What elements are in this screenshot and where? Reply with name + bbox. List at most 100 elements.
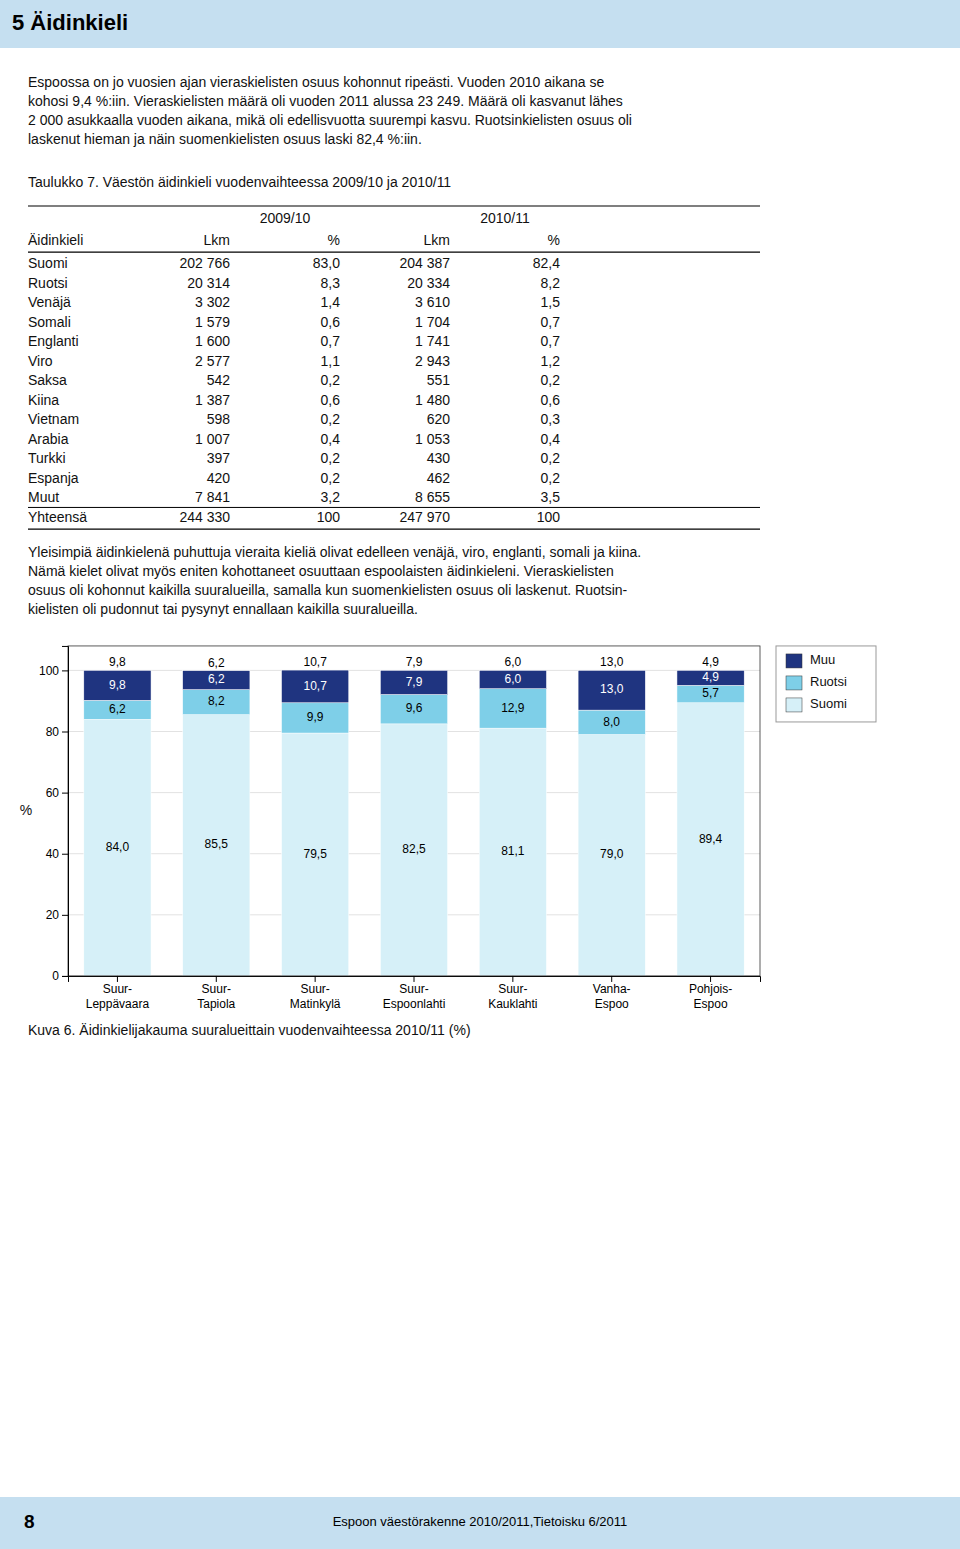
paragraph-line: 2 000 asukkaalla vuoden aikana, mikä oli… (28, 112, 632, 128)
bar (84, 670, 151, 700)
y-axis: 020406080100 (39, 646, 69, 983)
data-label: 10,7 (303, 679, 327, 693)
bar (479, 728, 546, 976)
table-cell: 620 (427, 411, 451, 427)
table-year-header: 2009/10 (260, 210, 311, 226)
table-header: Lkm (424, 232, 450, 248)
y-axis-label: % (20, 802, 32, 818)
table-cell: 100 (537, 509, 561, 525)
table-cell: 8,2 (541, 275, 561, 291)
table-cell: Englanti (28, 333, 79, 349)
bar (282, 733, 349, 976)
table-cell: 0,6 (321, 392, 341, 408)
paragraph-line: Nämä kielet olivat myös eniten kohottane… (28, 563, 614, 579)
bar (677, 703, 744, 976)
bar (578, 670, 645, 710)
table-cell: 204 387 (399, 255, 450, 271)
bar (183, 671, 250, 690)
data-label: 8,0 (603, 715, 620, 729)
table-header: Lkm (204, 232, 230, 248)
paragraph-line: kielisten oli pudonnut tai pysynyt ennal… (28, 601, 418, 617)
table-year-header: 2010/11 (480, 210, 530, 226)
tick-label: Suur-Matinkylä (290, 982, 341, 1010)
table-header: Äidinkieli (28, 232, 83, 248)
data-label: 84,0 (106, 840, 130, 854)
data-label-above: 6,2 (208, 656, 225, 670)
tick-label: Vanha-Espoo (593, 982, 631, 1010)
tick-mark (62, 670, 68, 671)
table-cell: 1 704 (415, 314, 450, 330)
paragraph-line: osuus oli kohonnut kaikilla suuralueilla… (28, 582, 628, 598)
table-cell: 0,7 (541, 314, 561, 330)
table-cell: 397 (207, 450, 231, 466)
series (84, 703, 744, 976)
data-label-above: 13,0 (600, 655, 624, 669)
table-cell: 0,7 (541, 333, 561, 349)
tick-mark (512, 976, 513, 982)
table-caption: Taulukko 7. Väestön äidinkieli vuodenvai… (28, 174, 451, 190)
legend-box (776, 646, 876, 722)
table-cell: 8,3 (321, 275, 341, 291)
table-cell: Venäjä (28, 294, 71, 310)
tick: Suur-Espoonlahti (383, 976, 446, 1011)
table-rule (28, 507, 760, 508)
axis-line (69, 976, 761, 982)
table-cell: 0,6 (541, 392, 561, 408)
table-rule (28, 251, 760, 252)
tick: 0 (52, 969, 68, 983)
table-cell: Ruotsi (28, 275, 68, 291)
bar (578, 710, 645, 734)
table-cell: Espanja (28, 470, 79, 486)
tick-label: Suur-Tapiola (197, 982, 235, 1010)
table-cell: 430 (427, 450, 451, 466)
legend-swatch (786, 654, 802, 668)
table-cell: 1 741 (415, 333, 450, 349)
tick: Suur-Matinkylä (290, 976, 341, 1011)
table-cell: 83,0 (313, 255, 340, 271)
data-label: 9,6 (406, 701, 423, 715)
tick-mark (611, 976, 612, 982)
table-cell: 420 (207, 470, 231, 486)
table-cell: 82,4 (533, 255, 560, 271)
footer-text: Espoon väestörakenne 2010/2011,Tietoisku… (333, 1514, 628, 1529)
bar (479, 670, 546, 688)
table-cell: Somali (28, 314, 71, 330)
table-cell: Muut (28, 489, 59, 505)
table-cell: 1,1 (321, 353, 341, 369)
bar (183, 715, 250, 976)
table-header: % (328, 232, 340, 248)
table-cell: 100 (317, 509, 341, 525)
tick-mark (216, 976, 217, 982)
data-label: 9,9 (307, 710, 324, 724)
table-cell: 0,3 (541, 411, 561, 427)
table-cell: 244 330 (179, 509, 230, 525)
table-cell: 202 766 (179, 255, 230, 271)
table-cell: 551 (427, 372, 451, 388)
table-cell: 20 314 (187, 275, 230, 291)
tick: Pohjois-Espoo (689, 976, 732, 1011)
table-cell: 598 (207, 411, 231, 427)
bar (380, 724, 447, 976)
tick-label: Suur-Kauklahti (488, 982, 537, 1010)
tick: Vanha-Espoo (593, 976, 631, 1011)
table-cell: 0,2 (541, 470, 561, 486)
legend-label: Ruotsi (810, 674, 847, 689)
data-label: 6,2 (208, 672, 225, 686)
paragraph-line: Yleisimpiä äidinkielenä puhuttuja vierai… (28, 544, 641, 560)
table-cell: 462 (427, 470, 451, 486)
table-cell: Saksa (28, 372, 67, 388)
tick-label: 0 (52, 969, 59, 983)
data-labels: 84,085,579,582,581,179,089,46,28,29,99,6… (106, 655, 723, 861)
table-cell: Yhteensä (28, 509, 87, 525)
tick-label: 20 (46, 908, 60, 922)
data-label: 13,0 (600, 682, 624, 696)
tick-label: Suur-Espoonlahti (383, 982, 446, 1010)
bar (380, 695, 447, 724)
table-cell: 247 970 (399, 509, 450, 525)
tick-mark (62, 854, 68, 855)
table-cell: 0,2 (321, 411, 341, 427)
data-label: 81,1 (501, 844, 525, 858)
table-cell: 0,6 (321, 314, 341, 330)
paragraph-line: laskenut hieman ja näin suomenkielisten … (28, 131, 422, 147)
table-cell: 20 334 (407, 275, 450, 291)
